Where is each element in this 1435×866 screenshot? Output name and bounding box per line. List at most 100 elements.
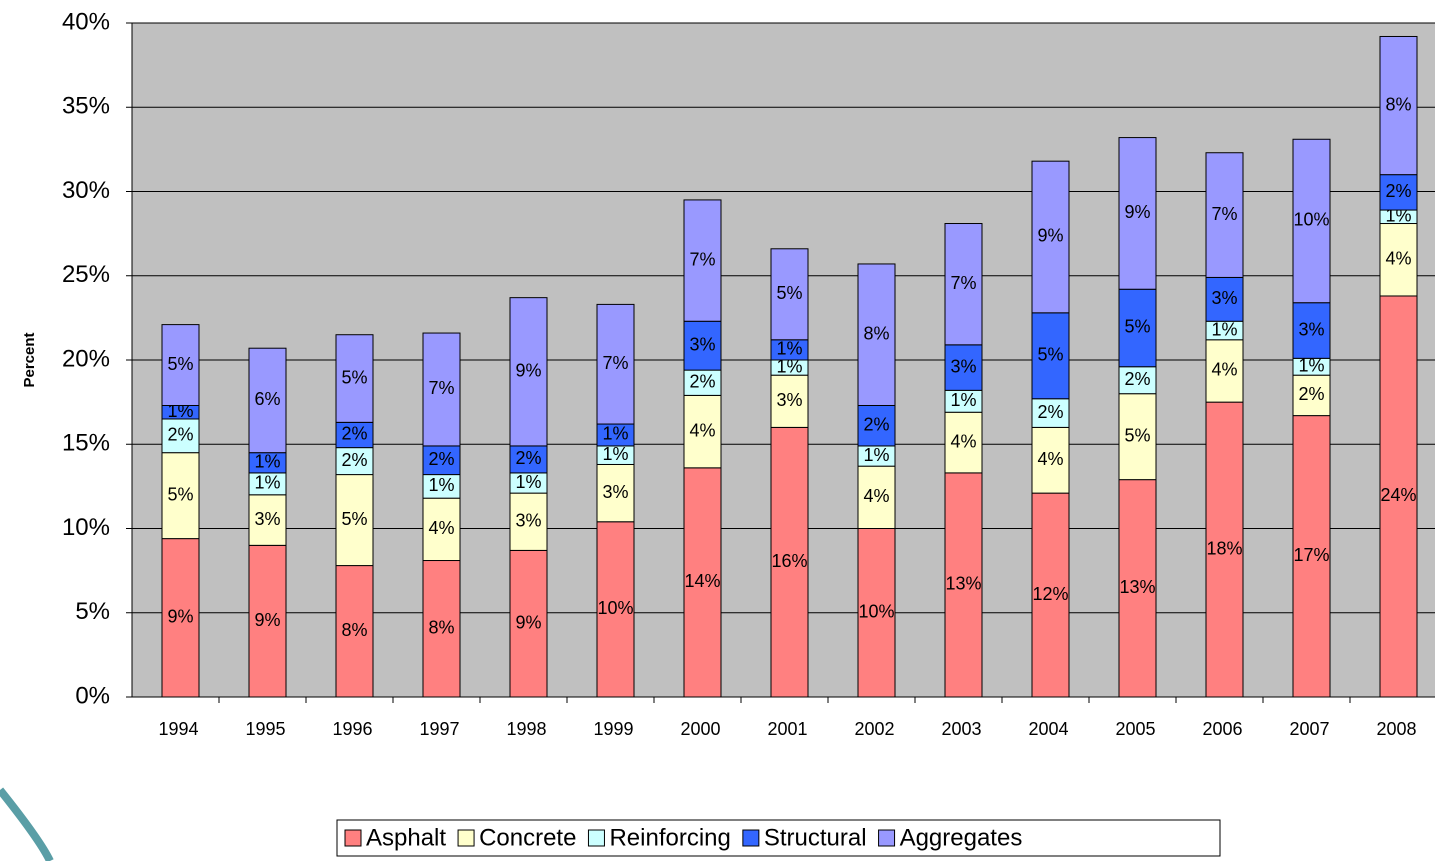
data-label: 1% <box>602 444 628 464</box>
data-label: 5% <box>341 509 367 529</box>
bar-segment <box>1031 312 1070 400</box>
legend-swatch <box>344 829 362 847</box>
data-label: 1% <box>602 424 628 444</box>
data-label: 7% <box>602 353 628 373</box>
x-tick-label: 1994 <box>158 719 198 739</box>
data-label: 2% <box>1037 402 1063 422</box>
legend-label: Concrete <box>479 824 576 851</box>
y-tick-label: 40% <box>62 8 110 35</box>
x-tick-label: 1995 <box>245 719 285 739</box>
bar-segment <box>161 418 200 454</box>
data-label: 8% <box>863 323 889 343</box>
bar-segment <box>944 472 983 698</box>
bar-segment <box>770 374 809 428</box>
y-tick-label: 10% <box>62 514 110 541</box>
data-label: 4% <box>1385 248 1411 268</box>
x-tick-label: 1996 <box>332 719 372 739</box>
decoration <box>0 787 54 863</box>
bar-segment <box>161 324 200 406</box>
data-label: 1% <box>863 445 889 465</box>
data-label: 1% <box>254 473 280 493</box>
data-label: 3% <box>1298 319 1324 339</box>
y-tick-label: 35% <box>62 93 110 120</box>
data-label: 2% <box>863 414 889 434</box>
data-label: 7% <box>428 378 454 398</box>
data-label: 7% <box>950 273 976 293</box>
legend-label: Reinforcing <box>609 824 730 851</box>
bar-segment <box>770 248 809 341</box>
y-axis-title: Percent <box>21 332 38 387</box>
bar-segment <box>161 452 200 540</box>
legend-label: Structural <box>764 824 867 851</box>
data-label: 5% <box>167 354 193 374</box>
legend-swatch <box>742 829 760 847</box>
bar-segment <box>857 263 896 406</box>
data-label: 1% <box>1298 355 1324 375</box>
data-label: 10% <box>1293 210 1329 230</box>
data-label: 4% <box>689 420 715 440</box>
data-label: 16% <box>771 551 807 571</box>
y-tick-label: 5% <box>75 598 110 625</box>
data-label: 13% <box>1119 577 1155 597</box>
bar-segment <box>161 538 200 698</box>
x-tick-label: 1998 <box>506 719 546 739</box>
data-label: 8% <box>428 618 454 638</box>
bar-segment <box>683 199 722 322</box>
x-tick-label: 2002 <box>854 719 894 739</box>
data-label: 3% <box>515 511 541 531</box>
bar-segment <box>683 320 722 371</box>
data-label: 8% <box>341 620 367 640</box>
data-label: 3% <box>776 390 802 410</box>
bar-segment <box>683 369 722 396</box>
data-label: 5% <box>776 283 802 303</box>
bar-segment <box>1031 426 1070 494</box>
data-label: 9% <box>167 607 193 627</box>
bar-segment <box>1292 374 1331 417</box>
data-label: 17% <box>1293 545 1329 565</box>
data-label: 1% <box>515 472 541 492</box>
data-label: 2% <box>1298 384 1324 404</box>
x-tick-label: 1999 <box>593 719 633 739</box>
data-label: 4% <box>428 518 454 538</box>
x-tick-label: 2006 <box>1202 719 1242 739</box>
data-label: 3% <box>1211 288 1237 308</box>
data-label: 2% <box>341 450 367 470</box>
bar-segment <box>248 494 287 546</box>
data-label: 1% <box>428 475 454 495</box>
y-tick-label: 15% <box>62 430 110 457</box>
data-label: 3% <box>254 509 280 529</box>
bar-segment <box>857 404 896 447</box>
data-label: 2% <box>428 449 454 469</box>
data-label: 12% <box>1032 584 1068 604</box>
data-label: 9% <box>515 612 541 632</box>
data-label: 2% <box>1385 181 1411 201</box>
data-label: 9% <box>515 361 541 381</box>
x-tick-label: 2000 <box>680 719 720 739</box>
x-tick-label: 2007 <box>1289 719 1329 739</box>
bar-segment <box>1205 152 1244 278</box>
bar-segment <box>596 463 635 523</box>
data-label: 7% <box>689 249 715 269</box>
bar-segment <box>422 560 461 698</box>
bar-segment <box>596 521 635 698</box>
x-tick-label: 2004 <box>1028 719 1068 739</box>
bar-segment <box>1031 160 1070 314</box>
data-label: 9% <box>254 610 280 630</box>
legend-box <box>336 819 1221 857</box>
x-tick-label: 2005 <box>1115 719 1155 739</box>
bar-segment <box>509 492 548 551</box>
bar-segment <box>1292 302 1331 359</box>
bar-segment <box>509 549 548 698</box>
data-label: 2% <box>341 424 367 444</box>
data-label: 4% <box>863 486 889 506</box>
bar-segment <box>1379 35 1418 176</box>
x-tick-label: 2001 <box>767 719 807 739</box>
bar-segment <box>1379 223 1418 297</box>
legend-label: Asphalt <box>366 824 446 851</box>
bar-segment <box>422 497 461 562</box>
bar-segment <box>1205 276 1244 322</box>
data-label: 9% <box>1124 202 1150 222</box>
data-label: 4% <box>1211 360 1237 380</box>
bar-segment <box>944 223 983 346</box>
